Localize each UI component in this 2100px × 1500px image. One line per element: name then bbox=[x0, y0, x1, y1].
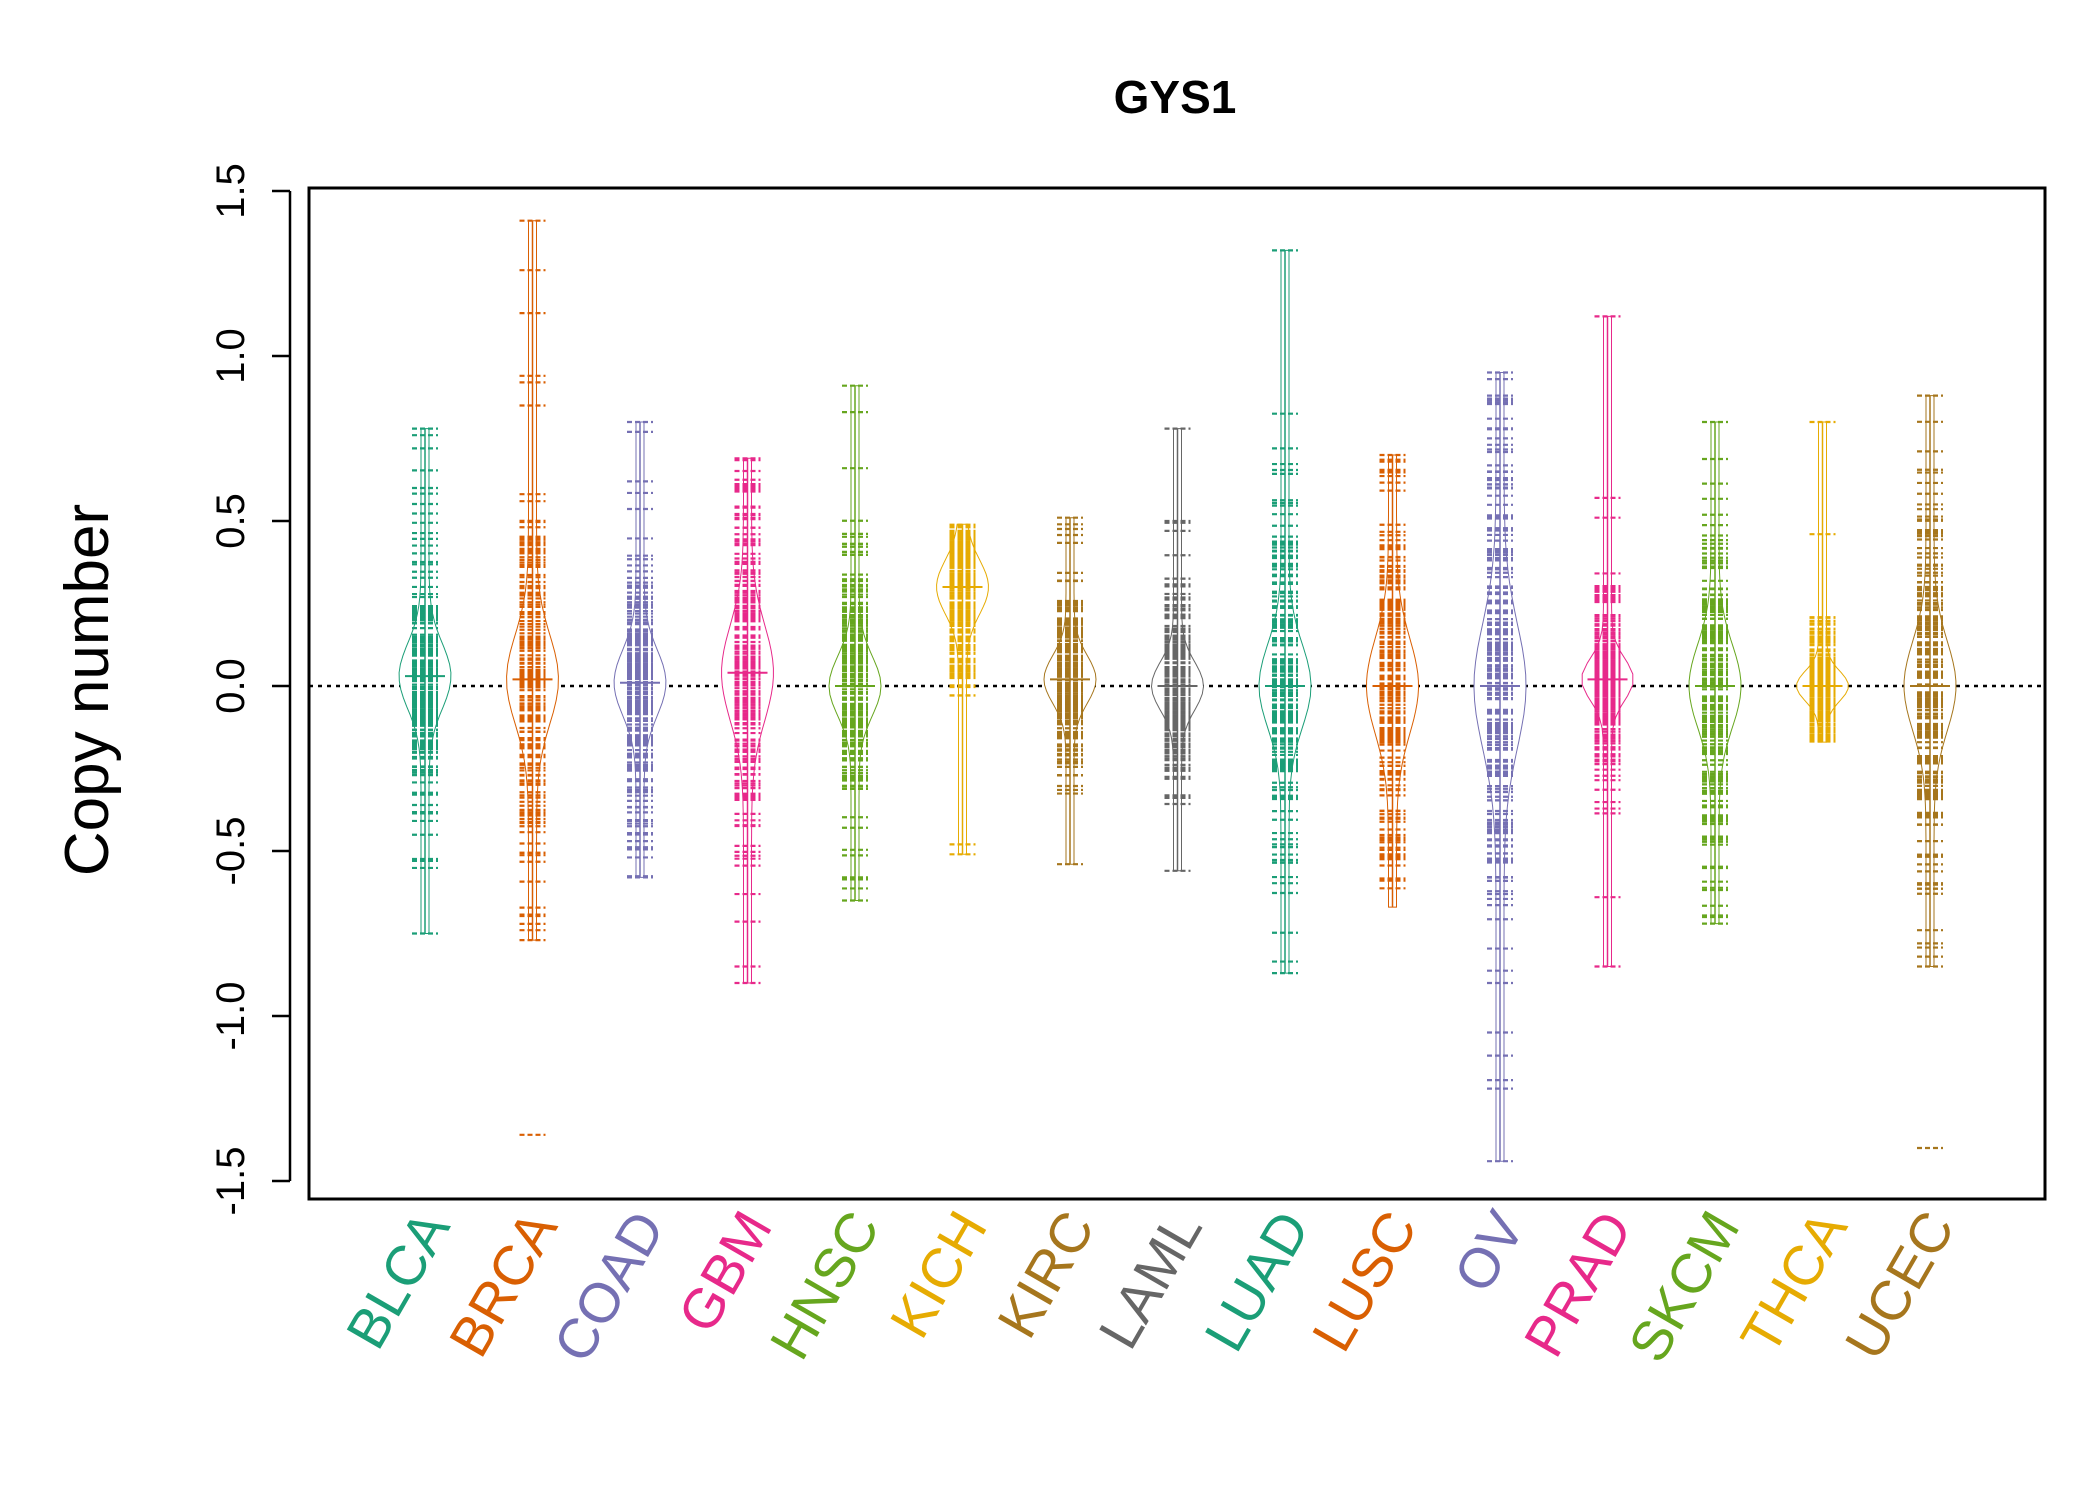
y-tick-label: 0.5 bbox=[209, 493, 253, 549]
y-axis-label: Copy number bbox=[53, 504, 122, 876]
bean-prad bbox=[1581, 315, 1634, 968]
bean-laml bbox=[1150, 427, 1205, 872]
y-tick-label: -1.0 bbox=[209, 982, 253, 1051]
y-tick-label: 1.5 bbox=[209, 163, 253, 219]
y-axis: -1.5 -1.0 -0.5 0.0 0.5 1.0 1.5 bbox=[209, 163, 292, 1216]
bean-hnsc bbox=[828, 384, 882, 902]
bean-brca bbox=[506, 219, 559, 1136]
y-tick-label: 0.0 bbox=[209, 658, 253, 714]
x-tick-label-hnsc: HNSC bbox=[757, 1201, 891, 1370]
bean-skcm bbox=[1688, 420, 1742, 925]
x-tick-label-ov: OV bbox=[1441, 1200, 1536, 1302]
bean-luad bbox=[1258, 249, 1312, 975]
x-tick-label-lusc: LUSC bbox=[1300, 1201, 1429, 1362]
x-tick-label-kich: KICH bbox=[877, 1201, 998, 1348]
bean-ov bbox=[1473, 371, 1527, 1163]
x-tick-label-laml: LAML bbox=[1086, 1201, 1214, 1359]
x-tick-label-skcm: SKCM bbox=[1616, 1201, 1751, 1373]
x-tick-label-luad: LUAD bbox=[1192, 1201, 1321, 1362]
y-tick-label: 1.0 bbox=[209, 328, 253, 384]
beans bbox=[309, 219, 2045, 1163]
bean-coad bbox=[613, 420, 667, 879]
bean-lusc bbox=[1365, 453, 1420, 908]
y-tick-label: -1.5 bbox=[209, 1147, 253, 1216]
chart-title: GYS1 bbox=[1114, 71, 1237, 123]
x-tick-label-coad: COAD bbox=[541, 1201, 676, 1373]
y-tick-label: -0.5 bbox=[209, 817, 253, 886]
bean-thca bbox=[1796, 420, 1849, 743]
bean-gbm bbox=[721, 457, 774, 985]
bean-kirc bbox=[1043, 516, 1097, 866]
x-tick-label-ucec: UCEC bbox=[1832, 1201, 1966, 1370]
bean-blca bbox=[398, 427, 452, 935]
bean-kich bbox=[936, 523, 989, 856]
bean-ucec bbox=[1903, 394, 1957, 1150]
plot-frame bbox=[307, 186, 2047, 1201]
